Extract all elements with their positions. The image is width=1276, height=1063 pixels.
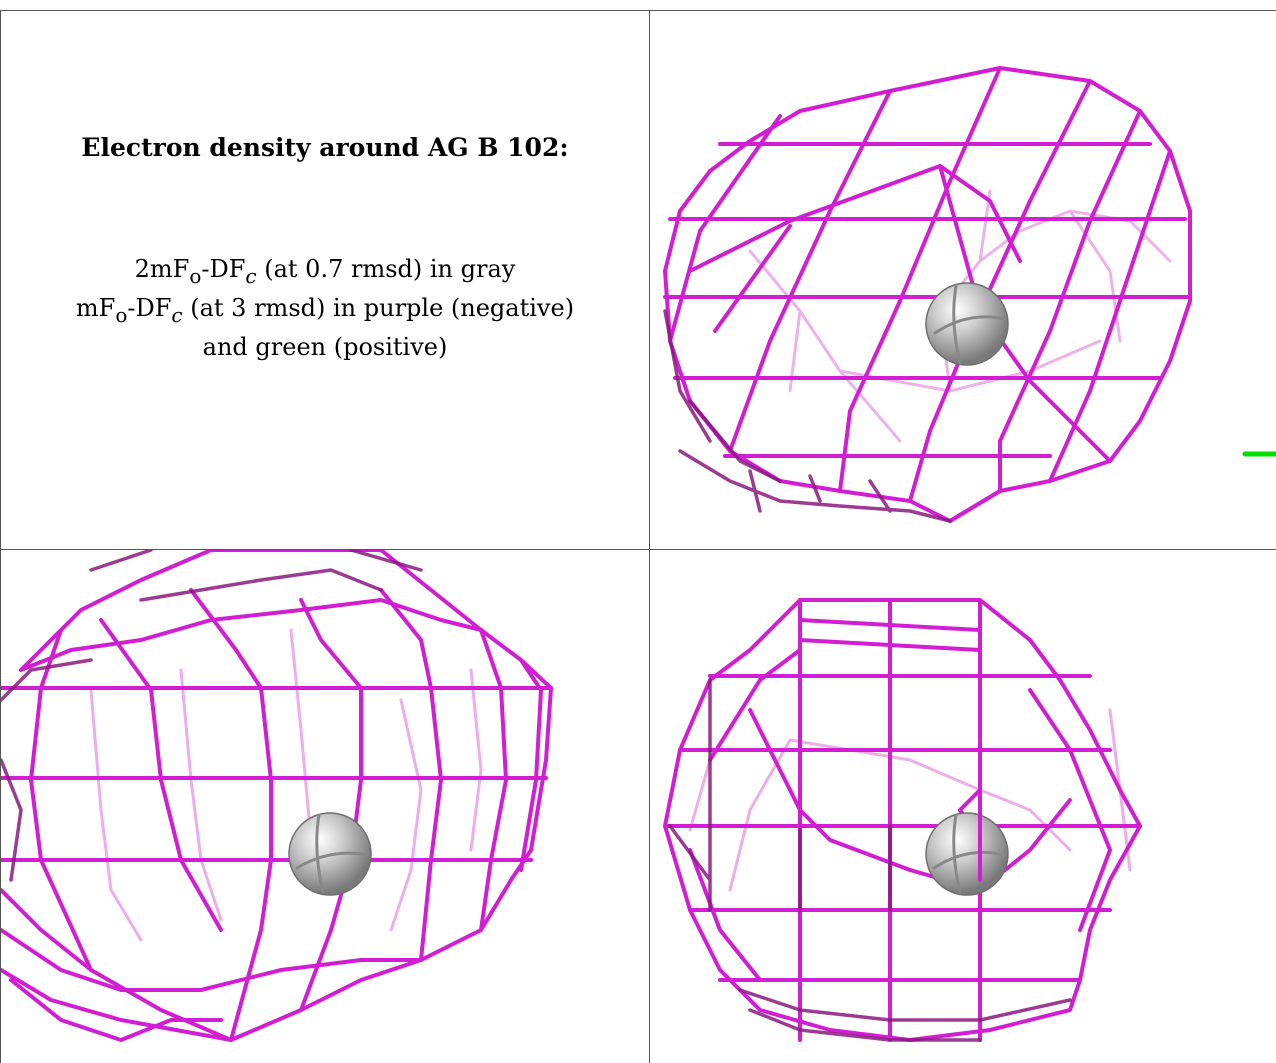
mesh-view-3	[663, 598, 1142, 1042]
description-line-2: mFo-DFc (at 3 rmsd) in purple (negative)	[75, 293, 575, 327]
mesh-view-1	[663, 66, 1276, 523]
description-line-1: 2mFo-DFc (at 0.7 rmsd) in gray	[134, 255, 516, 288]
panel-title: Electron density around AG B 102:	[81, 133, 569, 162]
mesh-front-lines	[663, 66, 1192, 523]
panel-description: 2mFo-DFc (at 0.7 rmsd) in gray mFo-DFc (…	[1, 253, 649, 363]
mesh-back-lines	[688, 708, 1132, 892]
density-view-2	[1, 550, 649, 1063]
description-line-3: and green (positive)	[202, 332, 448, 361]
mesh-dark-lines	[668, 678, 1072, 1042]
grid-border-top	[0, 10, 1276, 11]
grid-divider-horizontal	[0, 549, 1276, 550]
atom-sphere-1	[925, 282, 1009, 366]
mesh-dark-lines	[1, 550, 423, 882]
atom-highlight-3	[932, 813, 1006, 894]
mesh-back-lines	[89, 628, 483, 942]
grid-border-left	[0, 10, 1, 1063]
mesh-front-lines	[663, 598, 1142, 1042]
mesh-front-lines	[1, 550, 553, 1042]
atom-highlight-2	[295, 813, 369, 894]
mesh-view-2	[1, 550, 553, 1042]
text-panel: Electron density around AG B 102: 2mFo-D…	[1, 11, 649, 549]
mesh-dark-lines	[663, 309, 952, 523]
atom-highlight-1	[933, 284, 1007, 365]
density-view-3	[650, 550, 1276, 1063]
grid-divider-vertical	[649, 10, 650, 1063]
density-view-1	[650, 11, 1276, 549]
